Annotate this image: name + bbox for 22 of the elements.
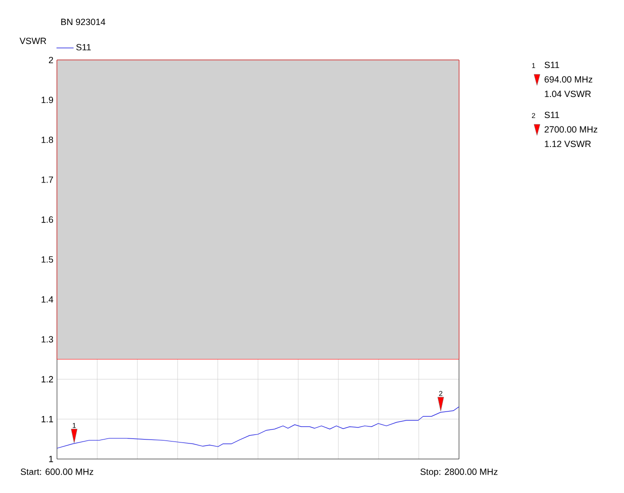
y-tick-label: 2 xyxy=(48,56,54,64)
y-tick-label: 1.8 xyxy=(42,136,54,143)
chart-title: BN 923014 xyxy=(61,18,106,26)
text: S11 xyxy=(544,112,560,118)
y-tick-label: 1.6 xyxy=(42,216,54,223)
legend-label: S11 xyxy=(76,44,91,50)
text: 2700.00 MHz xyxy=(544,126,598,133)
y-tick-label: 1.1 xyxy=(42,416,54,422)
text: 1.12 VSWR xyxy=(544,140,591,148)
y-axis-title: VSWR xyxy=(20,38,46,44)
y-tick-label: 1.2 xyxy=(42,376,54,382)
y-tick-label: 1.5 xyxy=(42,256,54,263)
y-tick-label: 1 xyxy=(49,456,54,462)
y-tick-label: 1.3 xyxy=(42,336,54,342)
y-tick-label: 1.9 xyxy=(42,96,54,104)
text: 1.04 VSWR xyxy=(544,90,591,98)
x-tick-label: Stop: 2800.00 MHz xyxy=(420,468,498,477)
text: S11 xyxy=(544,62,560,68)
x-tick-label: Start: 600.00 MHz xyxy=(20,468,94,475)
y-tick-label: 1.7 xyxy=(42,176,54,183)
y-tick-label: 1.4 xyxy=(42,296,54,302)
text: 694.00 MHz xyxy=(544,76,592,83)
